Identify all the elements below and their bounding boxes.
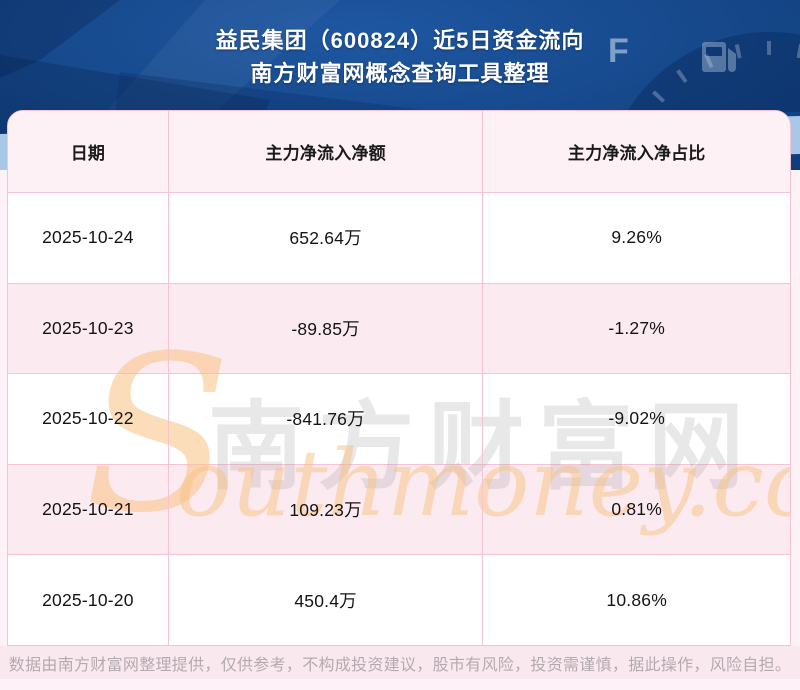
amount-cell: -89.85万 bbox=[167, 283, 483, 374]
date-cell: 2025-10-22 bbox=[42, 408, 134, 429]
table-row: 2025-10-23 -89.85万 -1.27% bbox=[8, 282, 790, 374]
table-row: 2025-10-20 450.4万 10.86% bbox=[8, 554, 790, 645]
amount-cell: 450.4万 bbox=[167, 555, 483, 645]
date-cell: 2025-10-24 bbox=[42, 227, 134, 248]
table-row: 2025-10-24 652.64万 9.26% bbox=[8, 192, 790, 283]
date-cell: 2025-10-20 bbox=[42, 589, 134, 610]
footer-disclaimer-band: 数据由南方财富网整理提供，仅供参考，不构成投资建议，股市有风险，投资需谨慎，据此… bbox=[0, 646, 800, 679]
ratio-cell: -1.27% bbox=[482, 283, 790, 374]
amount-cell: 652.64万 bbox=[167, 193, 483, 283]
ratio-cell: 10.86% bbox=[482, 555, 790, 645]
date-cell: 2025-10-21 bbox=[42, 499, 134, 520]
column-header-amount: 主力净流入净额 bbox=[167, 111, 483, 192]
table-row: 2025-10-22 -841.76万 -9.02% bbox=[8, 373, 790, 464]
page-subtitle: 南方财富网概念查询工具整理 bbox=[250, 61, 550, 86]
ratio-cell: 0.81% bbox=[482, 464, 790, 555]
disclaimer-text: 数据由南方财富网整理提供，仅供参考，不构成投资建议，股市有风险，投资需谨慎，据此… bbox=[8, 656, 792, 674]
ratio-cell: -9.02% bbox=[482, 374, 790, 464]
ratio-cell: 9.26% bbox=[482, 193, 790, 283]
fuel-gauge-graphic: F bbox=[608, 32, 800, 112]
page-title-block: 益民集团（600824）近5日资金流向 南方财富网概念查询工具整理 bbox=[0, 24, 800, 90]
table-header-row: 日期 主力净流入净额 主力净流入净占比 bbox=[8, 111, 790, 192]
fuel-pump-icon bbox=[702, 42, 736, 72]
date-cell: 2025-10-23 bbox=[42, 317, 134, 338]
gauge-face bbox=[626, 32, 800, 112]
column-header-ratio: 主力净流入净占比 bbox=[482, 111, 790, 192]
page-title: 益民集团（600824）近5日资金流向 bbox=[215, 28, 585, 53]
corner-shadow-shape bbox=[0, 0, 120, 78]
amount-cell: -841.76万 bbox=[167, 374, 483, 464]
column-header-date: 日期 bbox=[70, 144, 106, 163]
gauge-f-label: F bbox=[608, 32, 629, 70]
gauge-tick-marks bbox=[637, 41, 800, 112]
table-row: 2025-10-21 109.23万 0.81% bbox=[8, 463, 790, 555]
amount-cell: 109.23万 bbox=[167, 464, 483, 555]
fund-flow-table: S 南方财富网 outhmoney.com 日期 主力净流入净额 主力净流入净占… bbox=[7, 110, 791, 646]
